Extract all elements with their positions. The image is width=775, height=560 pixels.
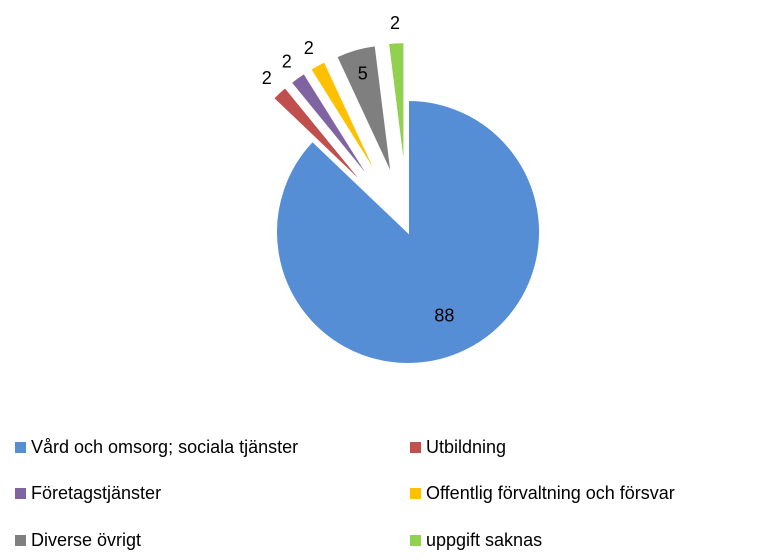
pie-slice: [271, 85, 370, 191]
legend-label: Företagstjänster: [31, 483, 161, 503]
data-label: 2: [390, 13, 400, 33]
pie-slice: [275, 98, 541, 365]
data-label: 5: [358, 64, 368, 84]
data-label: 2: [262, 68, 272, 88]
legend-swatch: [410, 535, 421, 546]
legend-swatch: [15, 535, 26, 546]
legend-label: Utbildning: [426, 437, 506, 457]
legend-swatch: [410, 488, 421, 499]
pie-slice: [386, 41, 406, 175]
legend-swatch: [15, 488, 26, 499]
legend-label: Offentlig förvaltning och försvar: [426, 483, 675, 503]
legend-label: uppgift saknas: [426, 530, 542, 550]
pie-slice: [289, 71, 376, 186]
pie-slice: [308, 60, 382, 182]
legend-swatch: [410, 442, 421, 453]
data-label: 2: [282, 52, 292, 72]
data-label: 88: [434, 306, 454, 326]
legend-label: Diverse övrigt: [31, 530, 141, 550]
legend-label: Vård och omsorg; sociala tjänster: [31, 437, 298, 457]
pie-slice: [334, 44, 393, 177]
data-label: 2: [304, 38, 314, 58]
legend-swatch: [15, 442, 26, 453]
